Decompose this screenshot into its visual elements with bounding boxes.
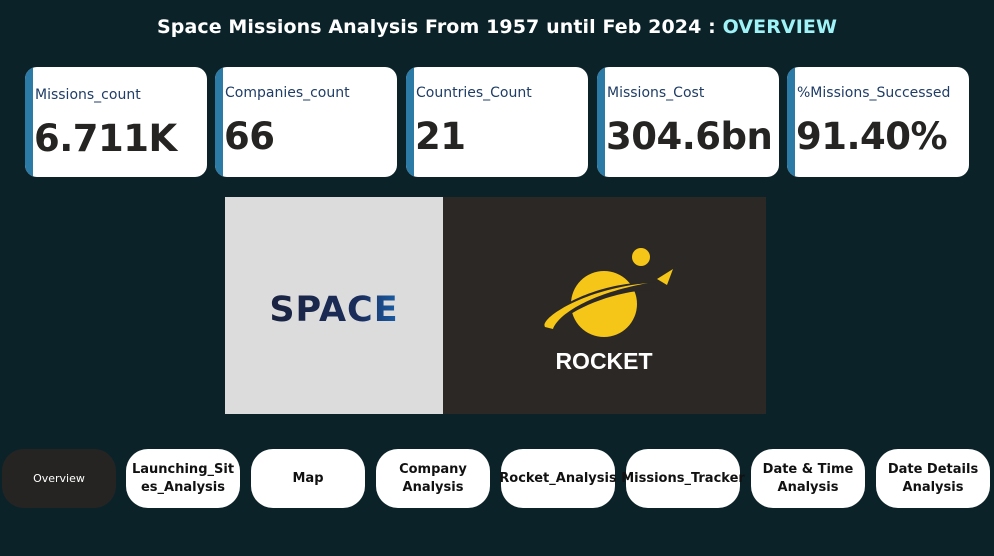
nav-button-launching-sites-analysis[interactable]: Launching_Sites_Analysis: [126, 449, 240, 508]
kpi-accent-bar: [406, 67, 414, 177]
space-logo: SPACE: [269, 290, 398, 330]
space-logo-panel: SPACE: [225, 197, 443, 414]
rocket-icon: [657, 269, 673, 285]
moon-icon: [632, 248, 650, 266]
nav-button-label: Launching_Sites_Analysis: [131, 461, 235, 495]
rocket-logo-panel: ROCKET: [443, 197, 766, 414]
nav-button-date-details-analysis[interactable]: Date Details Analysis: [876, 449, 990, 508]
kpi-value: 91.40%: [796, 115, 948, 158]
nav-button-overview[interactable]: Overview: [2, 449, 116, 508]
kpi-label: Companies_count: [225, 85, 350, 101]
kpi-value: 6.711K: [34, 117, 177, 160]
kpi-card-missions-count: Missions_count 6.711K: [25, 67, 207, 177]
page-title-main: Space Missions Analysis From 1957 until …: [156, 16, 723, 38]
nav-button-date-time-analysis[interactable]: Date & Time Analysis: [751, 449, 865, 508]
nav-button-missions-tracker[interactable]: Missions_Tracker: [621, 449, 745, 508]
kpi-value: 66: [224, 115, 275, 158]
rocket-logo-text: ROCKET: [555, 348, 652, 374]
planet-ring-icon: [544, 283, 648, 329]
kpi-label: Countries_Count: [416, 85, 532, 101]
kpi-card-missions-success: %Missions_Successed 91.40%: [787, 67, 969, 177]
kpi-card-missions-cost: Missions_Cost 304.6bn: [597, 67, 779, 177]
kpi-label: Missions_count: [35, 87, 141, 103]
kpi-accent-bar: [25, 67, 33, 177]
kpi-card-companies-count: Companies_count 66: [215, 67, 397, 177]
kpi-card-countries-count: Countries_Count 21: [406, 67, 588, 177]
page-title-highlight: OVERVIEW: [722, 16, 838, 38]
kpi-accent-bar: [597, 67, 605, 177]
kpi-value: 304.6bn: [606, 115, 773, 158]
kpi-value: 21: [415, 115, 466, 158]
kpi-label: Missions_Cost: [607, 85, 705, 101]
kpi-accent-bar: [787, 67, 795, 177]
nav-button-map[interactable]: Map: [251, 449, 365, 508]
space-logo-text: SPACE: [269, 290, 398, 330]
nav-button-company-analysis[interactable]: Company Analysis: [376, 449, 490, 508]
rocket-logo: ROCKET: [544, 248, 673, 374]
kpi-label: %Missions_Successed: [797, 85, 951, 101]
nav-button-rocket-analysis[interactable]: Rocket_Analysis: [499, 449, 617, 508]
kpi-accent-bar: [215, 67, 223, 177]
page-title: Space Missions Analysis From 1957 until …: [0, 16, 994, 38]
